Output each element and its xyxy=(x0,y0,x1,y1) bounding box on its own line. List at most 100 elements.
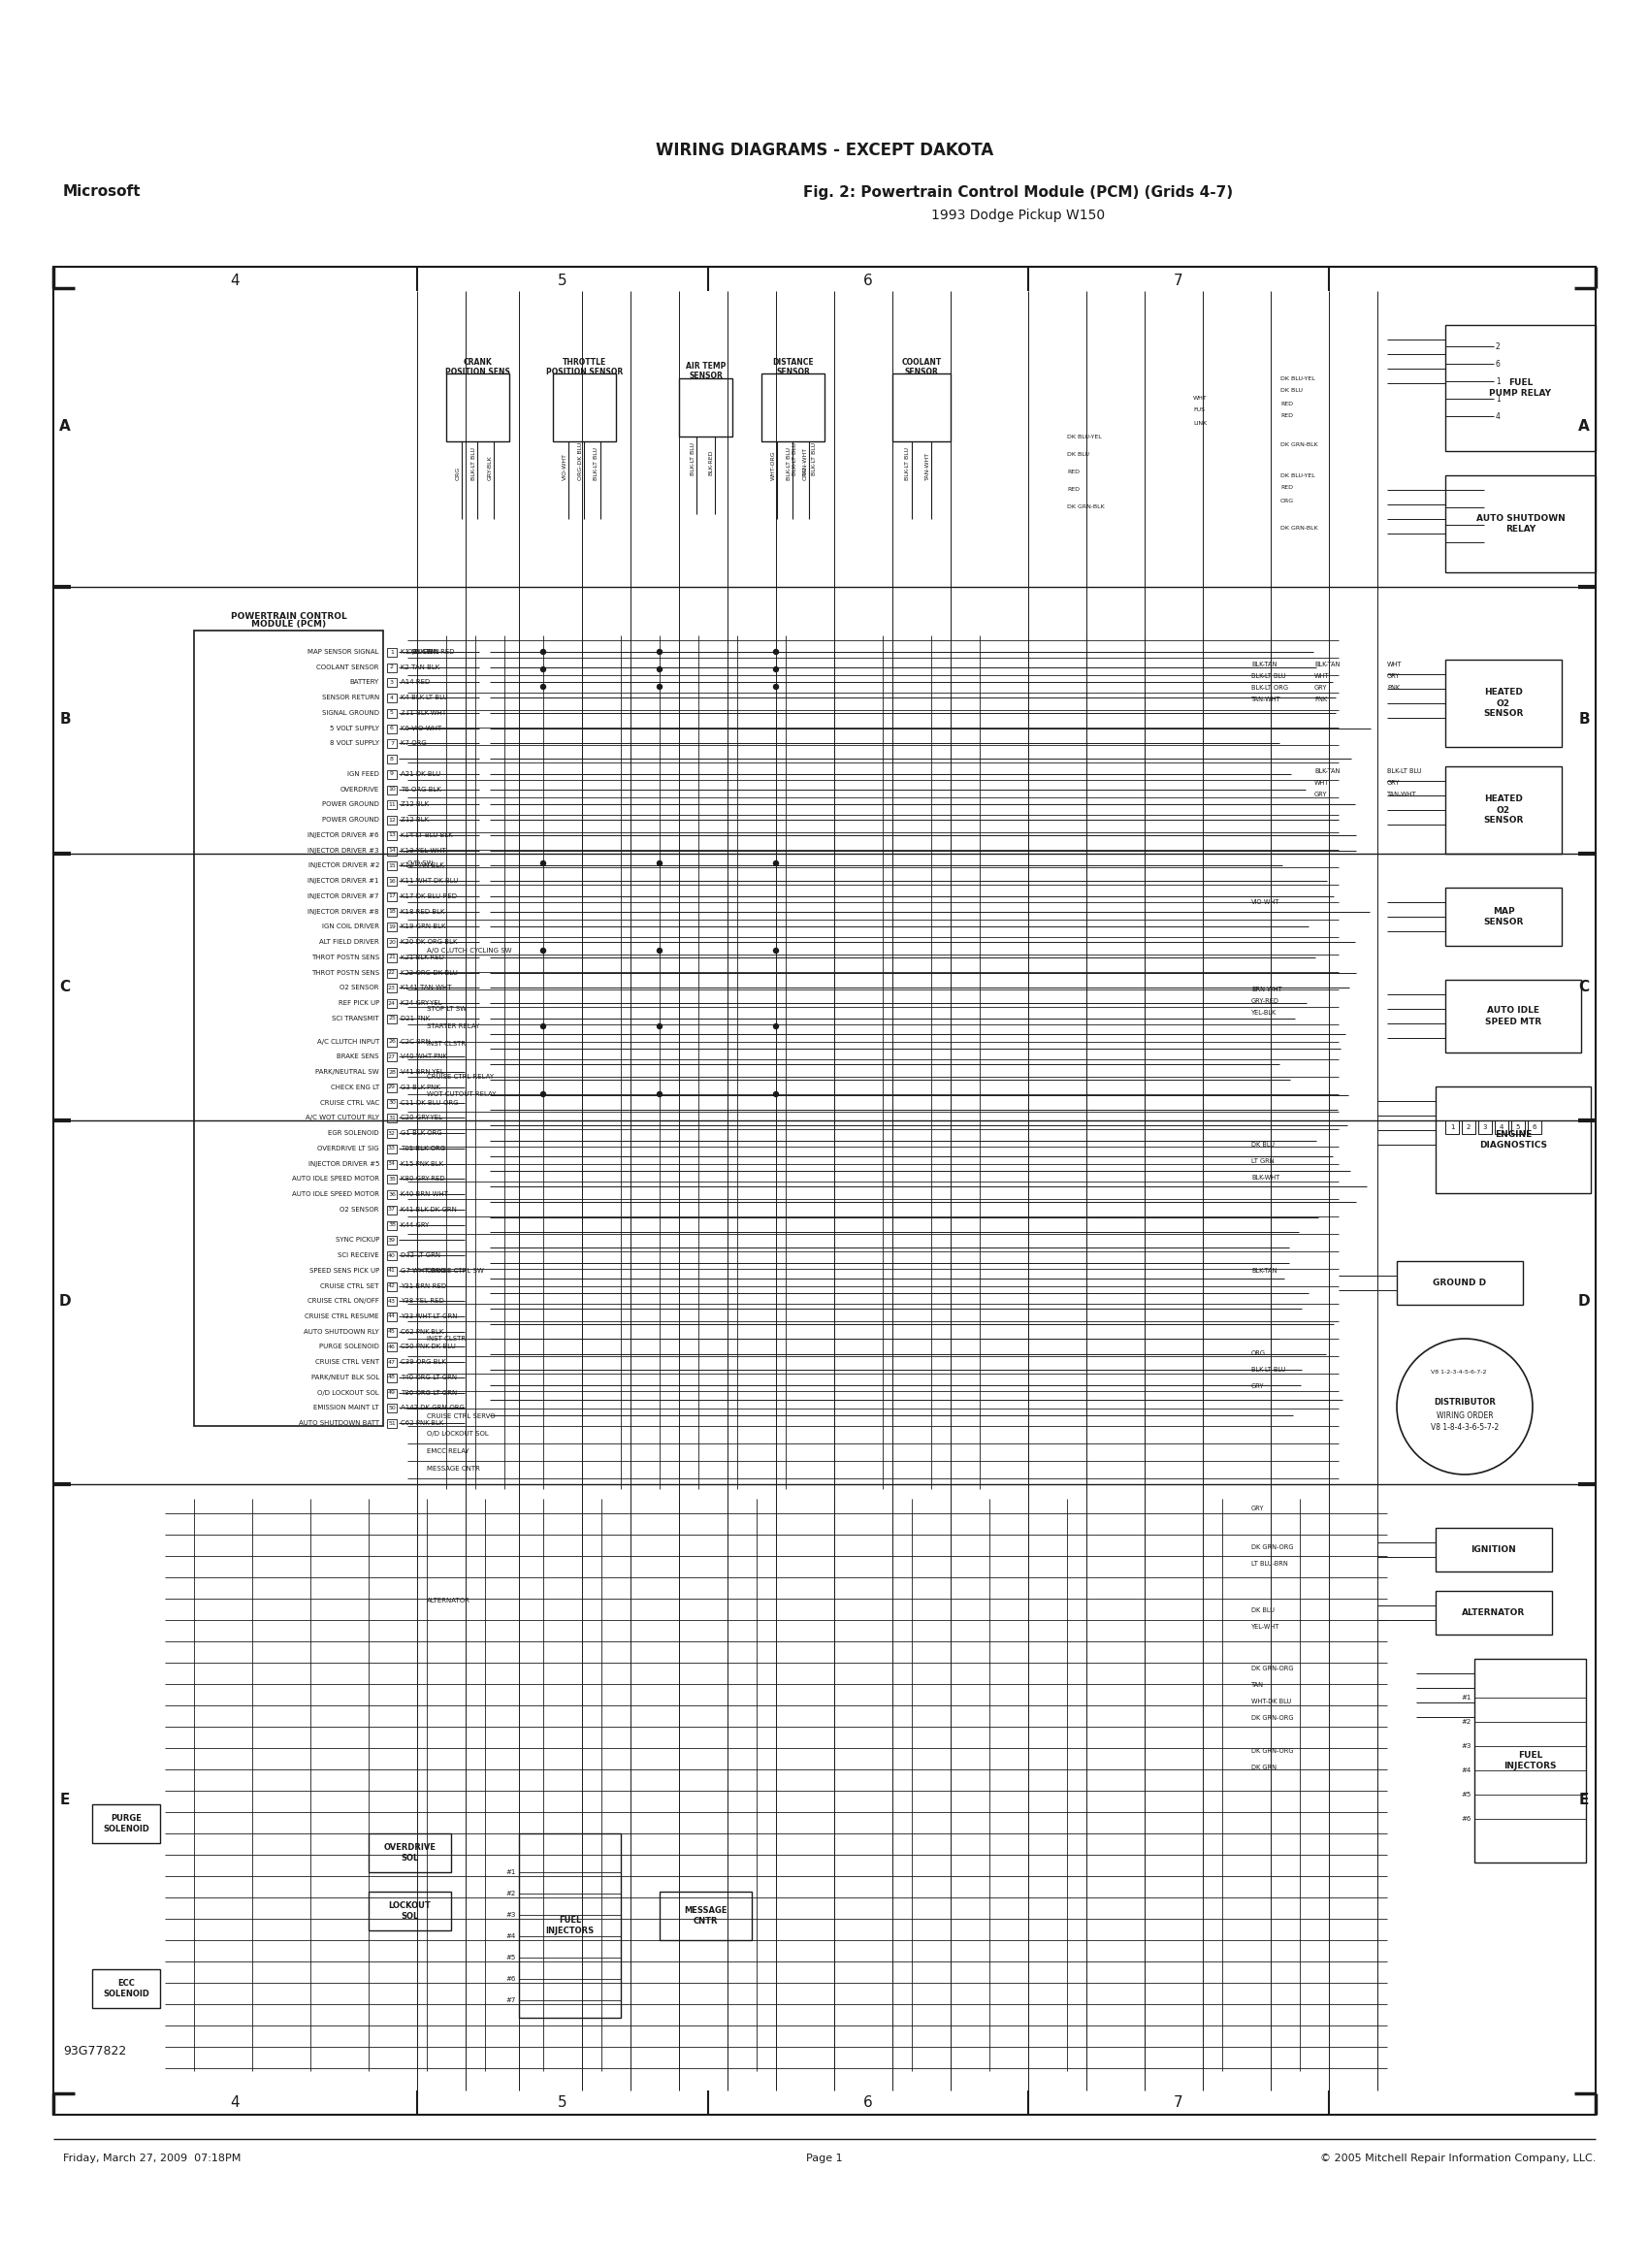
Circle shape xyxy=(541,1091,546,1098)
Text: BLK-LT BLU: BLK-LT BLU xyxy=(1252,674,1286,678)
Bar xyxy=(388,968,397,978)
Text: STOP LT SW: STOP LT SW xyxy=(427,1007,467,1012)
Text: 6: 6 xyxy=(864,272,872,288)
Text: BLK-WHT: BLK-WHT xyxy=(1252,1175,1280,1182)
Text: DK BLU-YEL: DK BLU-YEL xyxy=(1280,376,1314,381)
Text: 8: 8 xyxy=(391,755,394,762)
Text: 27: 27 xyxy=(388,1055,396,1059)
Text: TAN: TAN xyxy=(1252,1683,1263,1687)
Text: SYNC PICKUP: SYNC PICKUP xyxy=(335,1236,379,1243)
Text: Y33 WHT-LT GRN: Y33 WHT-LT GRN xyxy=(401,1313,457,1320)
Text: 1: 1 xyxy=(1496,395,1501,404)
Bar xyxy=(369,1833,452,1871)
Bar xyxy=(388,1014,397,1023)
Text: AUTO SHUTDOWN BATT: AUTO SHUTDOWN BATT xyxy=(298,1420,379,1427)
Text: INJECTOR DRIVER #7: INJECTOR DRIVER #7 xyxy=(308,894,379,898)
Text: 6: 6 xyxy=(864,2096,872,2109)
Text: SOL: SOL xyxy=(401,1912,419,1921)
Text: BLK-TAN: BLK-TAN xyxy=(1252,1268,1276,1275)
Bar xyxy=(388,739,397,748)
Bar xyxy=(388,862,397,871)
Text: CRUISE CTRL ON/OFF: CRUISE CTRL ON/OFF xyxy=(308,1297,379,1304)
Text: GRY: GRY xyxy=(1252,1506,1265,1510)
Text: 49: 49 xyxy=(388,1390,396,1395)
Text: CRUISE CTRL SERVO: CRUISE CTRL SERVO xyxy=(427,1413,495,1420)
Text: K11 WHT-DK BLU: K11 WHT-DK BLU xyxy=(401,878,458,885)
Text: 31: 31 xyxy=(388,1116,396,1120)
Text: 23: 23 xyxy=(388,987,396,991)
Text: 35: 35 xyxy=(388,1177,396,1182)
Text: GRY: GRY xyxy=(1387,780,1400,785)
Bar xyxy=(388,1327,397,1336)
Text: 1: 1 xyxy=(1449,1125,1454,1129)
Text: K17 DK BLU-RED: K17 DK BLU-RED xyxy=(401,894,457,898)
Text: 16: 16 xyxy=(388,878,396,885)
Text: THROT POSTN SENS: THROT POSTN SENS xyxy=(312,971,379,975)
Text: A142 DK GRN-ORG: A142 DK GRN-ORG xyxy=(401,1406,465,1411)
Text: A21 DK BLU: A21 DK BLU xyxy=(401,771,440,778)
Text: 20: 20 xyxy=(388,939,396,943)
Bar xyxy=(388,846,397,855)
Text: SOLENOID: SOLENOID xyxy=(102,1826,150,1833)
Text: K44 GRY: K44 GRY xyxy=(401,1222,429,1227)
Text: B: B xyxy=(1578,712,1590,728)
Bar xyxy=(388,907,397,916)
Text: INJECTOR DRIVER #2: INJECTOR DRIVER #2 xyxy=(308,862,379,869)
Text: 5: 5 xyxy=(557,272,567,288)
Text: RED: RED xyxy=(1280,485,1293,490)
Text: C62 PNK-BLK: C62 PNK-BLK xyxy=(401,1420,444,1427)
Text: #2: #2 xyxy=(506,1892,516,1896)
Bar xyxy=(388,1175,397,1184)
Text: BLK-RED: BLK-RED xyxy=(709,449,712,476)
Text: 39: 39 xyxy=(388,1238,396,1243)
Circle shape xyxy=(541,685,546,689)
Text: SENSOR: SENSOR xyxy=(1484,710,1524,719)
Text: ENGINE: ENGINE xyxy=(1494,1129,1532,1139)
Text: PARK/NEUTRAL SW: PARK/NEUTRAL SW xyxy=(315,1068,379,1075)
Text: BLK-LT BLU: BLK-LT BLU xyxy=(793,442,798,476)
Text: K4 BLK-LT BLU: K4 BLK-LT BLU xyxy=(401,694,449,701)
Text: #1: #1 xyxy=(506,1869,516,1876)
Text: POWERTRAIN CONTROL: POWERTRAIN CONTROL xyxy=(231,612,346,621)
Text: 29: 29 xyxy=(388,1084,396,1089)
Text: Z11 BLK-WHT: Z11 BLK-WHT xyxy=(401,710,447,717)
Text: AUTO IDLE SPEED MOTOR: AUTO IDLE SPEED MOTOR xyxy=(292,1191,379,1198)
Text: BLK-LT BLU: BLK-LT BLU xyxy=(1387,769,1421,773)
Text: A14 RED: A14 RED xyxy=(401,680,430,685)
Text: CNTR: CNTR xyxy=(693,1916,717,1926)
Text: V41 BRN-YEL: V41 BRN-YEL xyxy=(401,1068,444,1075)
Text: 2: 2 xyxy=(1496,342,1501,352)
Bar xyxy=(388,1129,397,1139)
Text: PURGE: PURGE xyxy=(110,1814,142,1823)
Text: DISTRIBUTOR: DISTRIBUTOR xyxy=(1433,1397,1496,1406)
Text: O/D SW: O/D SW xyxy=(407,860,434,866)
Text: K1 DK GRN-RED: K1 DK GRN-RED xyxy=(401,649,455,655)
Text: C: C xyxy=(59,980,71,993)
Text: 32: 32 xyxy=(388,1132,396,1136)
Text: #5: #5 xyxy=(1461,1792,1471,1799)
Circle shape xyxy=(773,862,778,866)
Bar xyxy=(1445,887,1562,946)
Text: WIRING ORDER: WIRING ORDER xyxy=(1436,1413,1492,1420)
Text: 34: 34 xyxy=(388,1161,396,1166)
Text: LINK: LINK xyxy=(1194,420,1207,426)
Text: GRY: GRY xyxy=(1314,685,1327,692)
Text: 7: 7 xyxy=(1174,2096,1184,2109)
Bar xyxy=(1397,1261,1524,1304)
Text: BLK-LT BLU: BLK-LT BLU xyxy=(594,447,599,481)
Text: SENSOR RETURN: SENSOR RETURN xyxy=(322,694,379,701)
Text: PURGE SOLENOID: PURGE SOLENOID xyxy=(320,1345,379,1349)
Text: C39 ORG-BLK: C39 ORG-BLK xyxy=(401,1359,447,1365)
Text: 28: 28 xyxy=(388,1070,396,1075)
Text: D: D xyxy=(1578,1295,1590,1309)
Text: EMCC RELAY: EMCC RELAY xyxy=(427,1449,470,1454)
Text: Y31 BRN-RED: Y31 BRN-RED xyxy=(401,1284,447,1288)
Text: O/D LOCKOUT SOL: O/D LOCKOUT SOL xyxy=(317,1390,379,1395)
Text: POSITION SENS: POSITION SENS xyxy=(445,367,510,376)
Text: DK GRN-BLK: DK GRN-BLK xyxy=(1067,503,1105,508)
Text: K41 BLK-DK GRN: K41 BLK-DK GRN xyxy=(401,1207,457,1213)
Text: 26: 26 xyxy=(388,1039,396,1043)
Text: 8 VOLT SUPPLY: 8 VOLT SUPPLY xyxy=(330,742,379,746)
Bar xyxy=(388,891,397,900)
Text: 3: 3 xyxy=(1482,1125,1487,1129)
